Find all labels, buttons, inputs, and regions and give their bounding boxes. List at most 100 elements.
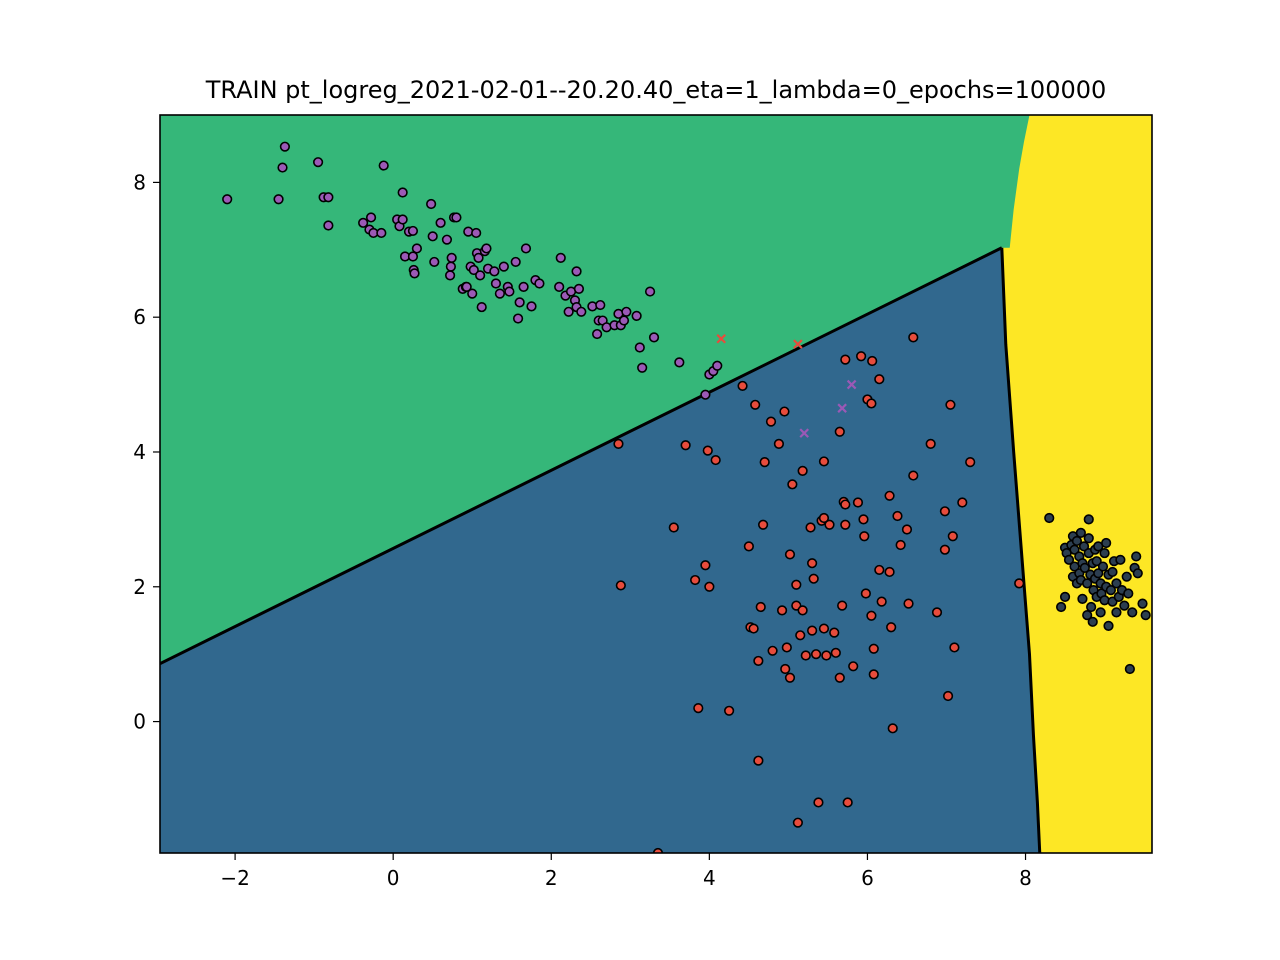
scatter-point xyxy=(376,227,387,239)
scatter-point xyxy=(784,549,796,560)
scatter-point xyxy=(498,261,509,272)
scatter-point xyxy=(680,440,691,451)
scatter-point xyxy=(1014,578,1025,589)
scatter-point xyxy=(810,649,822,660)
region-top xyxy=(160,115,1030,664)
scatter-point xyxy=(277,162,288,173)
scatter-point xyxy=(637,362,648,373)
scatter-point xyxy=(1101,537,1112,549)
scatter-point xyxy=(631,310,642,321)
scatter-point xyxy=(490,278,502,289)
scatter-point xyxy=(908,332,919,343)
region-left xyxy=(160,247,1040,853)
decision-boundaries xyxy=(160,246,1042,853)
scatter-point xyxy=(576,306,587,317)
scatter-point xyxy=(834,672,845,683)
scatter-point xyxy=(534,278,545,289)
scatter-point xyxy=(429,256,440,268)
scatter-point xyxy=(887,723,898,734)
scatter-point xyxy=(852,497,864,508)
scatter-point xyxy=(481,243,492,254)
y-tick-label: 0 xyxy=(133,710,146,734)
scatter-point xyxy=(1131,551,1142,562)
scatter-point xyxy=(222,194,233,205)
scatter-point xyxy=(1082,578,1093,589)
scatter-point xyxy=(858,514,869,525)
scatter-point xyxy=(615,580,626,591)
scatter-point xyxy=(461,281,472,292)
x-marker xyxy=(799,428,809,438)
scatter-point xyxy=(407,225,419,237)
scatter-point xyxy=(1103,620,1114,631)
scatter-point xyxy=(504,286,515,297)
scatter-point xyxy=(471,227,482,239)
scatter-point xyxy=(876,596,887,607)
scatter-point xyxy=(884,566,895,578)
scatter-point xyxy=(621,306,632,317)
scatter-point xyxy=(942,690,954,702)
scatter-point xyxy=(856,351,867,362)
scatter-point xyxy=(700,389,711,400)
scatter-point xyxy=(358,217,369,228)
scatter-point xyxy=(792,817,803,828)
scatter-point xyxy=(1111,578,1122,589)
scatter-point xyxy=(1091,556,1102,567)
scatter-point xyxy=(489,266,500,277)
y-tick-label: 2 xyxy=(133,575,146,599)
scatter-point xyxy=(939,506,951,517)
x-tick-label: 8 xyxy=(1019,866,1032,890)
scatter-point xyxy=(514,297,525,308)
scatter-point xyxy=(592,328,603,340)
y-tick-label: 8 xyxy=(133,170,146,194)
x-axis: −2 0 2 4 6 8 xyxy=(220,853,1032,890)
scatter-point xyxy=(426,198,437,210)
scatter-point xyxy=(886,622,897,633)
x-tick-label: 4 xyxy=(703,866,716,890)
scatter-point xyxy=(1078,541,1090,552)
scatter-point xyxy=(791,579,802,590)
scatter-point xyxy=(563,306,574,317)
scatter-point xyxy=(868,669,879,680)
scatter-point xyxy=(818,512,830,524)
scatter-point xyxy=(378,160,389,171)
scatter-point xyxy=(693,702,704,714)
scatter-point xyxy=(748,623,759,634)
scatter-point xyxy=(1127,607,1138,618)
scatter-point xyxy=(427,231,438,242)
scatter-point xyxy=(834,426,845,437)
scatter-point xyxy=(1055,601,1067,613)
scatter-point xyxy=(901,524,913,535)
x-marker-stroke xyxy=(846,379,857,390)
scatter-point xyxy=(892,510,903,522)
x-marker-stroke xyxy=(716,333,726,344)
plot-frame xyxy=(159,114,1153,854)
scatter-point xyxy=(779,406,790,417)
scatter-point xyxy=(1111,607,1122,618)
scatter-point xyxy=(867,355,878,367)
scatter-point xyxy=(1086,601,1097,613)
scatter-point xyxy=(859,531,870,542)
scatter-point xyxy=(818,456,830,467)
scatter-point xyxy=(704,581,715,592)
scatter-point xyxy=(473,252,484,263)
x-tick-label: 2 xyxy=(545,866,558,890)
scatter-point xyxy=(435,217,446,228)
scatter-point xyxy=(840,519,851,530)
scatter-point xyxy=(903,598,914,609)
scatter-point xyxy=(409,268,420,279)
scatter-point xyxy=(797,465,808,476)
scatter-point xyxy=(737,380,748,392)
scatter-point xyxy=(1077,593,1088,605)
scatter-point xyxy=(1124,663,1135,675)
scatter-point xyxy=(451,212,462,223)
scatter-point xyxy=(407,251,419,262)
scatter-point xyxy=(755,601,766,613)
scatter-point xyxy=(759,456,770,468)
x-marker xyxy=(793,339,803,349)
data-points xyxy=(222,141,1151,853)
scatter-point xyxy=(805,522,816,533)
scatter-point xyxy=(1140,609,1151,621)
scatter-point xyxy=(808,573,819,584)
scatter-point xyxy=(555,252,566,263)
